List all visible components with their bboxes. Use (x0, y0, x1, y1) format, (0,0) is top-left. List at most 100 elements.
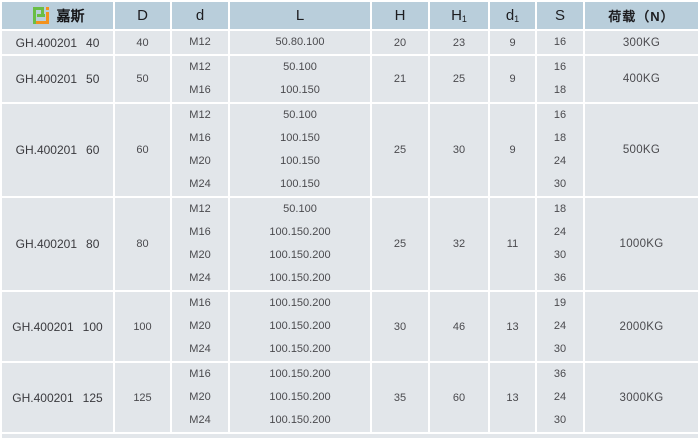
cell-H: 25 (372, 198, 428, 290)
cell-d-value: M24 (189, 272, 211, 284)
model-code: GH.400201 (15, 72, 78, 86)
header-col-load: 荷载（N） (585, 2, 698, 29)
cell-S-stack: 36 24 30 (537, 363, 583, 432)
header-col-S: S (537, 2, 583, 29)
cell-L-value: 100.150.200 (269, 249, 331, 261)
cell-S-stack: 16 (537, 31, 583, 54)
cell-L-stack: 50.100 100.150 100.150 100.150 (230, 104, 370, 196)
cell-model: GH.400201 80 (2, 198, 113, 290)
cell-L-value: 100.150.200 (269, 226, 331, 238)
model-size: 60 (86, 143, 100, 157)
cell-S-value: 18 (553, 132, 567, 144)
cell-L-value: 100.150.200 (269, 414, 331, 426)
cell-model: GH.400201 60 (2, 104, 113, 196)
cell-L-value: 100.150.200 (269, 272, 331, 284)
cell-H: 30 (372, 292, 428, 361)
cell-d1: 9 (490, 56, 535, 102)
header-brand-cell: 嘉斯 (2, 2, 113, 29)
cell-H: 21 (372, 56, 428, 102)
cell-L-stack: 50.100 100.150.200 100.150.200 100.150.200 (230, 198, 370, 290)
brand-logo-icon (32, 6, 49, 24)
cell-d1: 11 (490, 198, 535, 290)
cell-L-stack: 50.80.100 (230, 31, 370, 54)
cell-S-stack: 19 24 30 (537, 292, 583, 361)
header-col-D: D (115, 2, 170, 29)
header-col-d1: d1 (490, 2, 535, 29)
header-col-H1: H1 (430, 2, 488, 29)
cell-d-stack: M16 M20 M24 (172, 363, 228, 432)
model-size: 50 (86, 72, 100, 86)
cell-L-value: 100.150.200 (269, 343, 331, 355)
cell-S-value: 24 (553, 391, 567, 403)
table-row: GH.400201 40 40 M12 50.80.100 20 23 9 16 … (2, 31, 698, 54)
cutoff-cell (2, 434, 698, 438)
cell-d1: 13 (490, 363, 535, 432)
cell-model: GH.400201 125 (2, 363, 113, 432)
cell-S-value: 36 (553, 368, 567, 380)
cell-load: 3000KG (585, 363, 698, 432)
cell-D: 60 (115, 104, 170, 196)
cell-L-value: 100.150 (280, 178, 320, 190)
cell-L-value: 50.80.100 (275, 36, 325, 48)
cell-H: 25 (372, 104, 428, 196)
model-code: GH.400201 (15, 143, 78, 157)
cell-H1: 25 (430, 56, 488, 102)
cell-S-value: 24 (553, 226, 567, 238)
cell-L-value: 50.100 (283, 61, 317, 73)
cell-D: 50 (115, 56, 170, 102)
cell-S-value: 18 (553, 203, 567, 215)
cell-d-value: M12 (189, 36, 211, 48)
cell-H: 35 (372, 363, 428, 432)
cell-L-value: 50.100 (283, 203, 317, 215)
cell-d-value: M20 (189, 155, 211, 167)
cell-S-value: 36 (553, 272, 567, 284)
cell-load: 2000KG (585, 292, 698, 361)
cell-load: 500KG (585, 104, 698, 196)
cell-S-value: 24 (553, 155, 567, 167)
cell-d-value: M20 (189, 320, 211, 332)
model-code: GH.400201 (15, 35, 78, 50)
cell-L-value: 100.150.200 (269, 368, 331, 380)
cell-L-value: 100.150.200 (269, 391, 331, 403)
model-code: GH.400201 (15, 237, 78, 251)
model-size: 80 (86, 237, 100, 251)
table-row: GH.400201 80 80 M12 M16 M20 M24 50.100 100.15… (2, 198, 698, 290)
cell-D: 100 (115, 292, 170, 361)
cell-H1: 60 (430, 363, 488, 432)
cell-d-value: M24 (189, 178, 211, 190)
model-size: 40 (86, 35, 100, 50)
cell-H1: 30 (430, 104, 488, 196)
cell-S-stack: 16 18 24 30 (537, 104, 583, 196)
cell-H1: 32 (430, 198, 488, 290)
cell-d-stack: M12 (172, 31, 228, 54)
cell-L-value: 100.150.200 (269, 297, 331, 309)
cell-S-value: 30 (553, 249, 567, 261)
cell-model: GH.400201 40 (2, 31, 113, 54)
brand-name: 嘉斯 (56, 7, 85, 24)
cell-L-value: 100.150 (280, 155, 320, 167)
cell-d-value: M16 (189, 84, 211, 96)
cell-S-value: 19 (553, 297, 567, 309)
cell-S-value: 30 (553, 414, 567, 426)
cell-L-value: 100.150.200 (269, 320, 331, 332)
cell-d-value: M16 (189, 297, 211, 309)
cell-d-stack: M12 M16 M20 M24 (172, 104, 228, 196)
cell-d-value: M16 (189, 226, 211, 238)
cell-S-value: 24 (553, 320, 567, 332)
model-size: 125 (82, 390, 103, 405)
cell-d-stack: M12 M16 M20 M24 (172, 198, 228, 290)
table-row: GH.400201 60 60 M12 M16 M20 M24 50.100 100.15… (2, 104, 698, 196)
cell-d-value: M16 (189, 368, 211, 380)
cell-d1: 9 (490, 104, 535, 196)
cell-d-value: M12 (189, 203, 211, 215)
cell-S-stack: 18 24 30 36 (537, 198, 583, 290)
cell-d-value: M16 (189, 132, 211, 144)
cell-L-value: 50.100 (283, 109, 317, 121)
spec-table-body: GH.400201 40 40 M12 50.80.100 20 23 9 16 … (2, 31, 698, 438)
cell-d-value: M12 (189, 61, 211, 73)
cell-D: 80 (115, 198, 170, 290)
cell-S-value: 16 (553, 36, 567, 48)
cell-H1: 23 (430, 31, 488, 54)
